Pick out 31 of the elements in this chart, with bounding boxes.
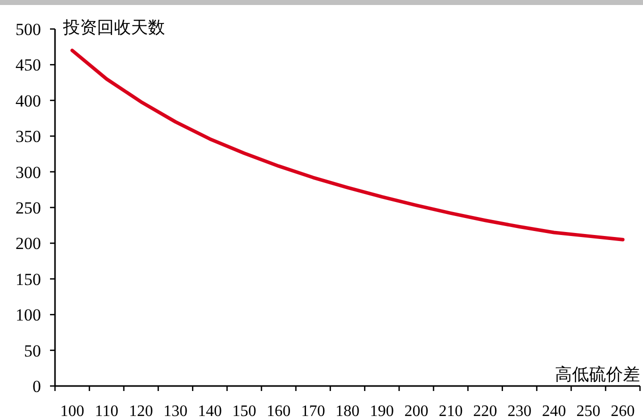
- y-tick-label: 200: [16, 234, 41, 254]
- x-tick-label: 220: [473, 403, 498, 417]
- y-tick-label: 150: [16, 270, 41, 289]
- y-tick-label: 250: [16, 198, 41, 218]
- y-axis-title: 投资回收天数: [62, 18, 165, 37]
- y-tick-label: 0: [32, 377, 41, 396]
- x-tick-label: 110: [94, 403, 118, 417]
- x-tick-label: 150: [232, 403, 256, 417]
- x-tick-label: 230: [508, 403, 532, 417]
- y-tick-label: 50: [24, 341, 41, 360]
- line-series: [70, 48, 625, 242]
- x-tick-label: 200: [404, 403, 428, 417]
- y-tick-label: 300: [16, 162, 41, 182]
- y-tick-label: 350: [16, 127, 41, 146]
- y-tick-label: 450: [16, 56, 41, 75]
- y-tick-label: 500: [16, 20, 41, 39]
- x-tick-label: 100: [60, 403, 84, 417]
- x-tick-label: 120: [129, 403, 154, 417]
- x-tick-label: 160: [266, 403, 291, 417]
- x-tick-label: 170: [301, 403, 326, 417]
- x-tick-label: 140: [198, 403, 222, 417]
- x-tick-label: 130: [163, 403, 188, 417]
- x-tick-label: 250: [576, 403, 600, 417]
- y-tick-label: 100: [16, 306, 41, 325]
- x-tick-label: 180: [336, 403, 360, 417]
- y-tick-label: 400: [16, 91, 41, 110]
- x-tick-label: 260: [610, 403, 635, 417]
- x-tick-label: 190: [370, 403, 394, 417]
- x-axis-title: 高低硫价差: [555, 365, 640, 384]
- x-tick-label: 210: [438, 403, 463, 417]
- x-tick-label: 240: [542, 403, 566, 417]
